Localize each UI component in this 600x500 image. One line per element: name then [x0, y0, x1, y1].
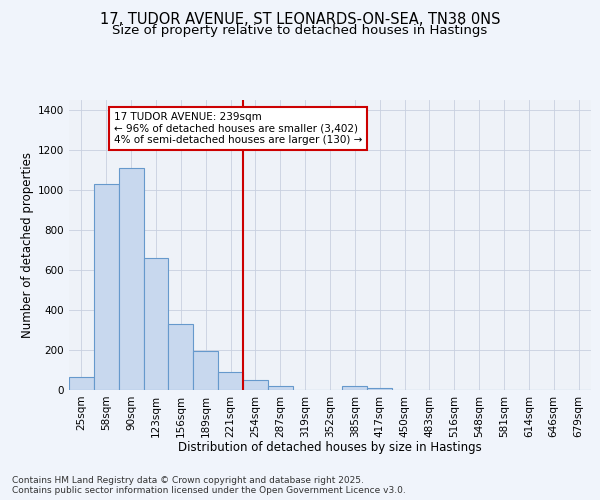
Bar [69, 377, 94, 390]
Bar [169, 324, 193, 390]
Text: 17, TUDOR AVENUE, ST LEONARDS-ON-SEA, TN38 0NS: 17, TUDOR AVENUE, ST LEONARDS-ON-SEA, TN… [100, 12, 500, 28]
Text: Contains HM Land Registry data © Crown copyright and database right 2025.: Contains HM Land Registry data © Crown c… [12, 476, 364, 485]
Text: 17 TUDOR AVENUE: 239sqm
← 96% of detached houses are smaller (3,402)
4% of semi-: 17 TUDOR AVENUE: 239sqm ← 96% of detache… [114, 112, 362, 145]
Bar [218, 372, 243, 390]
X-axis label: Distribution of detached houses by size in Hastings: Distribution of detached houses by size … [178, 441, 482, 454]
Bar [94, 184, 119, 390]
Bar [268, 386, 293, 390]
Bar [193, 351, 218, 390]
Text: Size of property relative to detached houses in Hastings: Size of property relative to detached ho… [112, 24, 488, 37]
Bar [119, 168, 143, 390]
Y-axis label: Number of detached properties: Number of detached properties [21, 152, 34, 338]
Text: Contains public sector information licensed under the Open Government Licence v3: Contains public sector information licen… [12, 486, 406, 495]
Bar [343, 386, 367, 390]
Bar [243, 380, 268, 390]
Bar [367, 388, 392, 390]
Bar [143, 258, 169, 390]
